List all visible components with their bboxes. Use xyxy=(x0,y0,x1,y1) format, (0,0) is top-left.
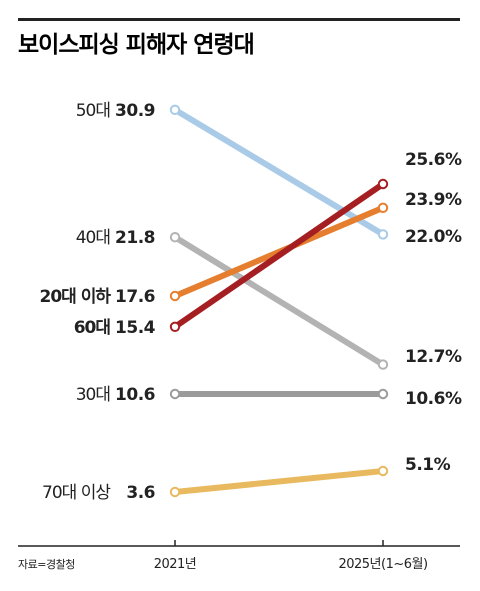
start-value-label: 17.6 xyxy=(115,287,155,307)
series-name-label: 50대 xyxy=(76,101,110,121)
end-value-label: 10.6% xyxy=(405,389,462,409)
data-point xyxy=(169,290,181,302)
data-point xyxy=(377,359,389,370)
series-line xyxy=(172,181,386,330)
series-name-label: 40대 xyxy=(76,228,110,248)
series-line xyxy=(172,234,386,368)
series-name-label: 30대 xyxy=(76,385,110,405)
end-value-label: 25.6% xyxy=(405,150,462,170)
data-point xyxy=(377,178,389,190)
data-point xyxy=(169,104,181,116)
start-value-label: 30.9 xyxy=(115,101,155,121)
x-tick-label: 2021년 xyxy=(154,557,197,572)
start-value-label: 3.6 xyxy=(126,483,155,503)
start-value-label: 21.8 xyxy=(115,228,155,248)
series-name-label: 60대 xyxy=(74,318,111,338)
data-point xyxy=(377,465,389,477)
data-point xyxy=(377,202,389,214)
chart-title: 보이스피싱 피해자 연령대 xyxy=(18,32,254,58)
series-lines xyxy=(169,104,389,498)
source-note: 자료=경찰청 xyxy=(18,558,75,571)
title-rule xyxy=(18,18,460,21)
start-value-label: 15.4 xyxy=(115,318,156,338)
end-value-label: 23.9% xyxy=(405,190,462,210)
data-point xyxy=(169,388,181,400)
series-line xyxy=(172,106,386,238)
end-value-label: 5.1% xyxy=(405,455,451,475)
end-value-label: 22.0% xyxy=(405,227,462,247)
series-name-label: 70대 이상 xyxy=(42,483,111,503)
start-value-label: 10.6 xyxy=(115,385,155,405)
series-name-label: 20대 이하 xyxy=(40,287,112,307)
data-point xyxy=(169,486,181,498)
end-value-label: 12.7% xyxy=(405,347,462,367)
data-point xyxy=(169,321,181,332)
x-tick-label: 2025년(1~6월) xyxy=(338,557,427,572)
series-line xyxy=(172,468,386,495)
data-point xyxy=(169,232,181,243)
data-point xyxy=(377,388,389,400)
data-point xyxy=(377,229,389,240)
